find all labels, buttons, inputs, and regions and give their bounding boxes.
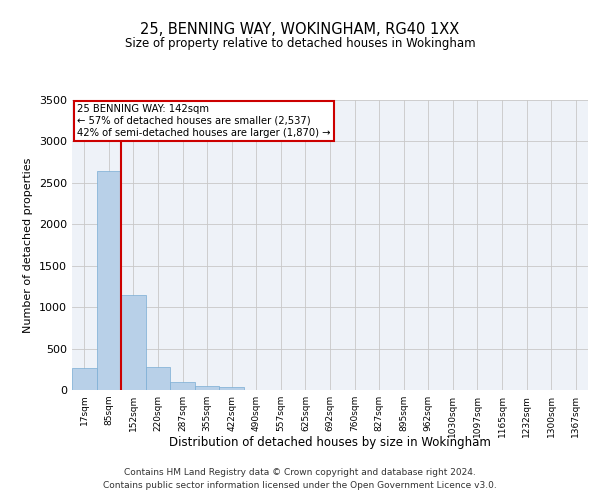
Bar xyxy=(97,172,121,390)
Bar xyxy=(195,386,220,390)
Bar xyxy=(121,294,146,390)
Text: Distribution of detached houses by size in Wokingham: Distribution of detached houses by size … xyxy=(169,436,491,449)
Bar xyxy=(72,368,97,390)
Text: 25 BENNING WAY: 142sqm
← 57% of detached houses are smaller (2,537)
42% of semi-: 25 BENNING WAY: 142sqm ← 57% of detached… xyxy=(77,104,331,138)
Text: Contains HM Land Registry data © Crown copyright and database right 2024.: Contains HM Land Registry data © Crown c… xyxy=(124,468,476,477)
Y-axis label: Number of detached properties: Number of detached properties xyxy=(23,158,34,332)
Text: Size of property relative to detached houses in Wokingham: Size of property relative to detached ho… xyxy=(125,38,475,51)
Text: Contains public sector information licensed under the Open Government Licence v3: Contains public sector information licen… xyxy=(103,482,497,490)
Bar xyxy=(220,387,244,390)
Text: 25, BENNING WAY, WOKINGHAM, RG40 1XX: 25, BENNING WAY, WOKINGHAM, RG40 1XX xyxy=(140,22,460,38)
Bar xyxy=(146,367,170,390)
Bar xyxy=(170,382,195,390)
